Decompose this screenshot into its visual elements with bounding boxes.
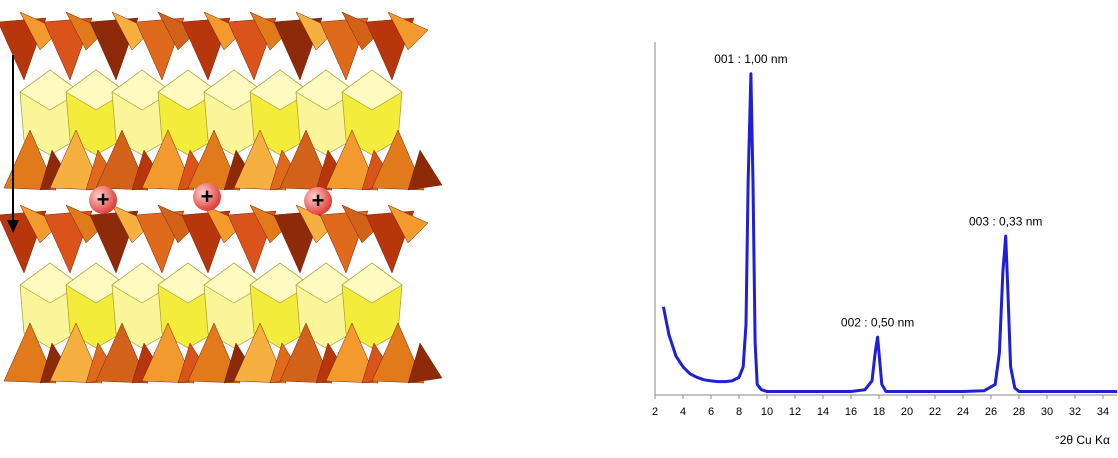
- tetrahedron: [157, 204, 199, 244]
- tetrahedron: [19, 11, 61, 51]
- tetrahedron: [65, 204, 107, 244]
- tetrahedron: [371, 322, 425, 384]
- tetrahedron: [249, 204, 291, 244]
- x-tick-label: 4: [680, 406, 686, 418]
- tetrahedron: [407, 342, 443, 384]
- tetrahedron: [95, 129, 149, 191]
- peak-label: 001 : 1,00 nm: [714, 52, 787, 66]
- tetrahedron: [203, 204, 245, 244]
- x-tick-label: 6: [708, 406, 714, 418]
- x-tick-label: 10: [761, 406, 773, 418]
- peak-label: 002 : 0,50 nm: [841, 315, 914, 329]
- x-tick-label: 26: [985, 406, 997, 418]
- crystal-structure: + + +: [0, 11, 443, 384]
- x-tick-label: 34: [1097, 406, 1109, 418]
- cation: [304, 187, 332, 215]
- xrd-chart: 2 4 6 8 10 12 14 16 18 20 22 24 26 28 30 32 34°2θ Cu Kα0…: [652, 42, 1117, 447]
- tetrahedron: [141, 129, 195, 191]
- tetrahedron: [325, 129, 379, 191]
- cation: [193, 183, 221, 211]
- tetrahedron: [157, 11, 199, 51]
- x-tick-label: 30: [1041, 406, 1053, 418]
- x-tick-label: 28: [1013, 406, 1025, 418]
- tetrahedron: [187, 322, 241, 384]
- tetrahedron: [341, 11, 383, 51]
- tetrahedron: [387, 11, 429, 51]
- tetrahedron: [3, 129, 57, 191]
- x-tick-label: 32: [1069, 406, 1081, 418]
- tetrahedron: [249, 11, 291, 51]
- x-tick-label: 8: [736, 406, 742, 418]
- x-tick-label: 2: [652, 406, 658, 418]
- tetrahedron: [49, 322, 103, 384]
- tetrahedron: [371, 129, 425, 191]
- tetrahedron: [279, 129, 333, 191]
- tetrahedron: [233, 129, 287, 191]
- octahedron-face: [341, 69, 403, 111]
- cation-symbol: +: [312, 188, 325, 213]
- tetrahedron: [233, 322, 287, 384]
- cation: [89, 186, 117, 214]
- x-tick-label: 22: [929, 406, 941, 418]
- tetrahedron: [279, 322, 333, 384]
- x-tick-label: 20: [901, 406, 913, 418]
- x-tick-label: 24: [957, 406, 969, 418]
- tetrahedron: [325, 322, 379, 384]
- tetrahedron: [19, 204, 61, 244]
- x-tick-label: 12: [789, 406, 801, 418]
- tetrahedron: [3, 322, 57, 384]
- tetrahedron: [111, 204, 153, 244]
- tetrahedron: [49, 129, 103, 191]
- tetrahedron: [141, 322, 195, 384]
- tetrahedron: [65, 11, 107, 51]
- tetrahedron: [95, 322, 149, 384]
- x-tick-label: 16: [845, 406, 857, 418]
- x-axis-label: °2θ Cu Kα: [1055, 433, 1110, 447]
- octahedron-face: [341, 262, 403, 304]
- cation-symbol: +: [97, 187, 110, 212]
- x-tick-label: 18: [873, 406, 885, 418]
- tetrahedron: [341, 204, 383, 244]
- tetrahedron: [295, 11, 337, 51]
- tetrahedron: [407, 149, 443, 191]
- tetrahedron: [111, 11, 153, 51]
- xrd-line: [661, 72, 1117, 393]
- tetrahedron: [203, 11, 245, 51]
- arrow-head: [7, 220, 19, 233]
- tetrahedron: [387, 204, 429, 244]
- cation-symbol: +: [201, 184, 214, 209]
- x-tick-label: 14: [817, 406, 829, 418]
- peak-label: 003 : 0,33 nm: [969, 214, 1042, 228]
